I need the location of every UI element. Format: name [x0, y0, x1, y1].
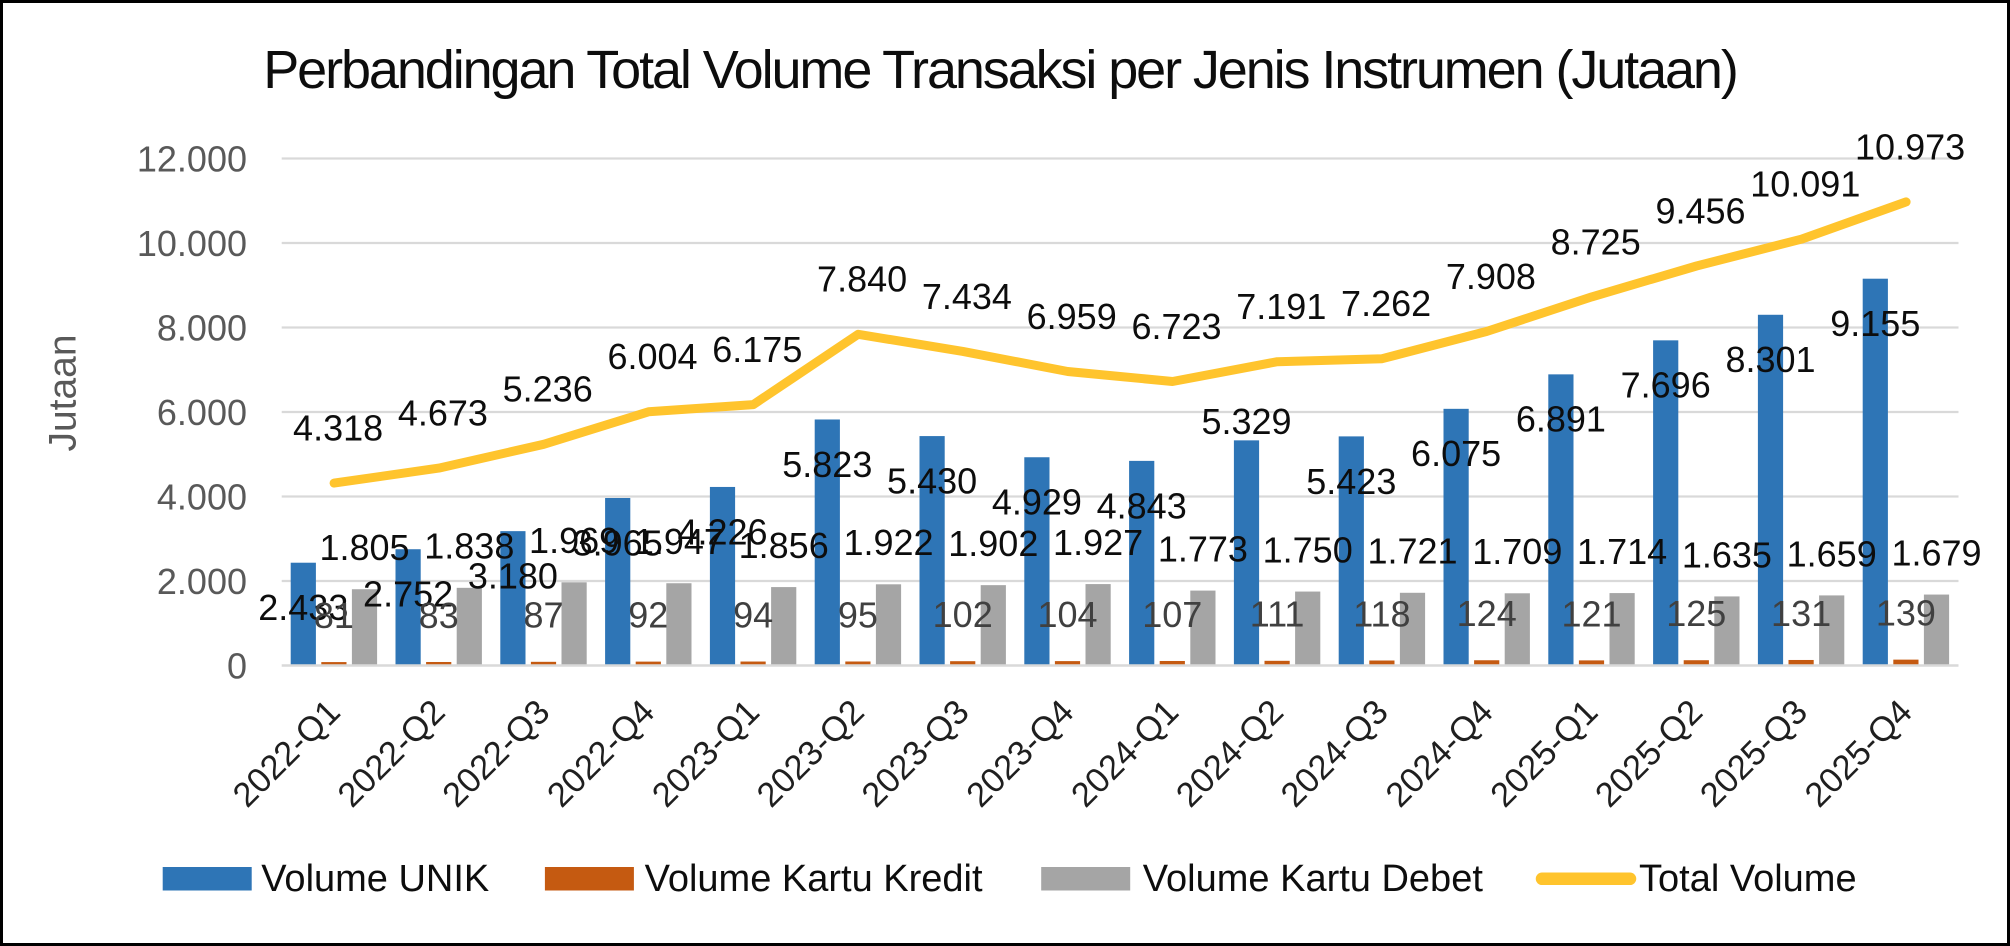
svg-text:5.823: 5.823 [782, 444, 872, 485]
svg-text:1.714: 1.714 [1577, 531, 1667, 572]
svg-text:7.696: 7.696 [1621, 365, 1711, 406]
svg-text:1.856: 1.856 [739, 525, 829, 566]
svg-text:94: 94 [733, 594, 773, 635]
svg-text:2.000: 2.000 [157, 561, 247, 602]
svg-text:4.000: 4.000 [157, 476, 247, 517]
svg-text:104: 104 [1037, 594, 1097, 635]
svg-text:5.329: 5.329 [1201, 401, 1291, 442]
svg-text:4.929: 4.929 [992, 482, 1082, 523]
svg-text:8.725: 8.725 [1551, 221, 1641, 262]
svg-text:81: 81 [314, 595, 354, 636]
svg-text:Jutaan: Jutaan [42, 334, 85, 451]
svg-text:6.075: 6.075 [1411, 433, 1501, 474]
svg-text:6.175: 6.175 [712, 329, 802, 370]
svg-text:1.947: 1.947 [634, 521, 724, 562]
svg-text:118: 118 [1353, 593, 1410, 634]
svg-text:83: 83 [419, 595, 459, 636]
svg-text:4.318: 4.318 [293, 407, 383, 448]
svg-text:Total Volume: Total Volume [1639, 858, 1857, 900]
svg-text:Volume Kartu Kredit: Volume Kartu Kredit [645, 858, 983, 900]
svg-text:3.180: 3.180 [468, 556, 558, 597]
svg-text:5.430: 5.430 [887, 461, 977, 502]
svg-text:10.091: 10.091 [1750, 164, 1860, 205]
svg-text:1.902: 1.902 [948, 523, 1038, 564]
svg-text:87: 87 [523, 595, 563, 636]
svg-text:6.000: 6.000 [157, 392, 247, 433]
svg-text:131: 131 [1771, 593, 1831, 634]
svg-text:1.927: 1.927 [1053, 522, 1143, 563]
svg-text:6.723: 6.723 [1131, 306, 1221, 347]
svg-text:95: 95 [838, 594, 878, 635]
svg-text:1.659: 1.659 [1787, 533, 1877, 574]
svg-text:124: 124 [1457, 593, 1517, 634]
svg-text:10.000: 10.000 [137, 223, 247, 264]
svg-text:10.973: 10.973 [1855, 126, 1965, 167]
svg-text:7.191: 7.191 [1236, 286, 1326, 327]
svg-text:7.434: 7.434 [922, 276, 1012, 317]
svg-text:1.635: 1.635 [1682, 534, 1772, 575]
svg-text:4.226: 4.226 [677, 511, 767, 552]
svg-text:6.959: 6.959 [1027, 296, 1117, 337]
svg-text:1.773: 1.773 [1158, 529, 1248, 570]
svg-text:102: 102 [933, 594, 993, 635]
svg-text:1.969: 1.969 [529, 520, 619, 561]
svg-text:Volume UNIK: Volume UNIK [261, 858, 489, 900]
svg-text:92: 92 [628, 595, 668, 636]
svg-text:0: 0 [227, 645, 247, 686]
svg-text:8.301: 8.301 [1725, 339, 1815, 380]
svg-text:3.965: 3.965 [573, 522, 663, 563]
svg-text:4.843: 4.843 [1097, 485, 1187, 526]
svg-text:6.004: 6.004 [607, 336, 697, 377]
svg-text:7.262: 7.262 [1341, 283, 1431, 324]
svg-text:8.000: 8.000 [157, 307, 247, 348]
svg-text:139: 139 [1876, 593, 1936, 634]
svg-text:1.721: 1.721 [1367, 531, 1457, 572]
svg-text:4.673: 4.673 [398, 392, 488, 433]
svg-text:5.236: 5.236 [503, 369, 593, 410]
svg-text:107: 107 [1142, 594, 1202, 635]
svg-text:2.752: 2.752 [363, 574, 453, 615]
svg-text:7.840: 7.840 [817, 259, 907, 300]
svg-text:1.922: 1.922 [843, 522, 933, 563]
svg-text:7.908: 7.908 [1446, 256, 1536, 297]
svg-text:2.433: 2.433 [258, 587, 348, 628]
svg-text:1.679: 1.679 [1891, 532, 1981, 573]
svg-text:125: 125 [1666, 593, 1726, 634]
svg-text:1.750: 1.750 [1263, 529, 1353, 570]
svg-text:5.423: 5.423 [1306, 461, 1396, 502]
svg-text:Volume Kartu Debet: Volume Kartu Debet [1143, 858, 1484, 900]
svg-text:1.838: 1.838 [424, 526, 514, 567]
svg-text:9.155: 9.155 [1830, 303, 1920, 344]
svg-text:121: 121 [1561, 593, 1621, 634]
svg-text:9.456: 9.456 [1655, 190, 1745, 231]
svg-text:1.709: 1.709 [1472, 531, 1562, 572]
svg-text:Perbandingan Total Volume Tran: Perbandingan Total Volume Transaksi per … [263, 40, 1737, 100]
svg-text:111: 111 [1250, 594, 1305, 635]
svg-text:6.891: 6.891 [1516, 399, 1606, 440]
svg-text:12.000: 12.000 [137, 138, 247, 179]
svg-text:1.805: 1.805 [319, 527, 409, 568]
